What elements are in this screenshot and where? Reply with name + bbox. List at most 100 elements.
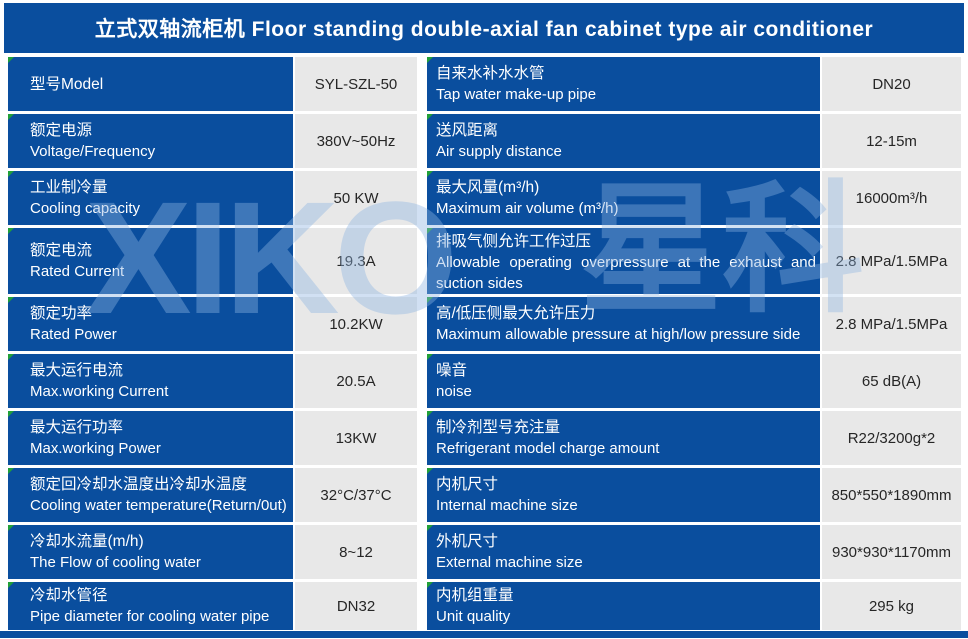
spec-label-zh: 自来水补水水管	[436, 65, 545, 82]
spec-label-cell: 外机尺寸 External machine size	[427, 525, 820, 579]
spec-label-en: Maximum allowable pressure at high/low p…	[436, 326, 801, 343]
table-row: 最大运行功率 Max.working Power 13KW 制冷剂型号充注量 R…	[8, 411, 968, 465]
spec-value: 8~12	[339, 543, 373, 561]
spec-value: 19.3A	[336, 252, 376, 270]
spec-value-cell: 10.2KW	[295, 297, 417, 351]
spec-label-cell: 制冷剂型号充注量 Refrigerant model charge amount	[427, 411, 820, 465]
spec-label-cell: 最大运行功率 Max.working Power	[8, 411, 293, 465]
spec-value: 10.2KW	[329, 315, 383, 333]
spec-value: 2.8 MPa/1.5MPa	[835, 315, 948, 333]
spec-label-cell: 额定电源 Voltage/Frequency	[8, 114, 293, 168]
spec-label-en: Unit quality	[436, 608, 511, 625]
spec-value-cell: 930*930*1170mm	[822, 525, 961, 579]
cell-flag-icon	[8, 468, 14, 474]
spec-label-zh: 排吸气侧允许工作过压	[436, 233, 592, 250]
spec-label-zh: 最大风量(m³/h)	[436, 179, 540, 196]
spec-label-en: Rated Current	[30, 263, 125, 280]
spec-value: 50 KW	[333, 189, 379, 207]
spec-value-cell: 2.8 MPa/1.5MPa	[822, 297, 961, 351]
table-bottom-border	[0, 631, 968, 638]
spec-label-zh: 额定电源	[30, 122, 93, 139]
spec-label-zh: 冷却水管径	[30, 587, 108, 604]
spec-label-cell: 型号Model	[8, 57, 293, 111]
spec-label-en: Air supply distance	[436, 143, 562, 160]
spec-value: 13KW	[335, 429, 377, 447]
spec-value-cell: 50 KW	[295, 171, 417, 225]
spec-value: 850*550*1890mm	[831, 486, 952, 504]
spec-value: DN32	[336, 597, 376, 615]
spec-label-zh: 额定电流	[30, 242, 93, 259]
table-row: 额定功率 Rated Power 10.2KW 高/低压侧最大允许压力 Maxi…	[8, 297, 968, 351]
cell-flag-icon	[427, 171, 433, 177]
spec-label-cell: 自来水补水水管 Tap water make-up pipe	[427, 57, 820, 111]
cell-flag-icon	[8, 228, 14, 234]
cell-flag-icon	[427, 354, 433, 360]
spec-value-cell: 8~12	[295, 525, 417, 579]
spec-value: 12-15m	[866, 132, 917, 150]
spec-value: 20.5A	[336, 372, 376, 390]
cell-flag-icon	[427, 114, 433, 120]
spec-value: SYL-SZL-50	[314, 75, 398, 93]
spec-label-en: Voltage/Frequency	[30, 143, 156, 160]
spec-label-en: Maximum air volume (m³/h)	[436, 200, 619, 217]
spec-label-zh: 冷却水流量(m/h)	[30, 533, 144, 550]
cell-flag-icon	[427, 228, 433, 234]
table-row: 额定电流 Rated Current 19.3A 排吸气侧允许工作过压 Allo…	[8, 228, 968, 294]
spec-label-en: Internal machine size	[436, 497, 578, 514]
spec-label-cell: 工业制冷量 Cooling capacity	[8, 171, 293, 225]
spec-label-cell: 最大运行电流 Max.working Current	[8, 354, 293, 408]
spec-label-cell: 冷却水流量(m/h) The Flow of cooling water	[8, 525, 293, 579]
table-row: 最大运行电流 Max.working Current 20.5A 噪音 nois…	[8, 354, 968, 408]
cell-flag-icon	[427, 582, 433, 588]
table-row: 额定电源 Voltage/Frequency 380V~50Hz 送风距离 Ai…	[8, 114, 968, 168]
spec-label-zh: 制冷剂型号充注量	[436, 419, 561, 436]
spec-value: 930*930*1170mm	[832, 543, 951, 561]
spec-label-cell: 额定电流 Rated Current	[8, 228, 293, 294]
spec-label-zh: 外机尺寸	[436, 533, 499, 550]
cell-flag-icon	[8, 411, 14, 417]
page-title: 立式双轴流柜机 Floor standing double-axial fan …	[4, 3, 964, 53]
spec-value: 295 kg	[868, 597, 915, 615]
spec-value: 380V~50Hz	[316, 132, 396, 150]
spec-label-zh: 高/低压侧最大允许压力	[436, 305, 596, 322]
spec-label-en: Refrigerant model charge amount	[436, 440, 660, 457]
cell-flag-icon	[8, 57, 14, 63]
spec-label-zh: 内机组重量	[436, 587, 514, 604]
cell-flag-icon	[8, 525, 14, 531]
spec-label-cell: 高/低压侧最大允许压力 Maximum allowable pressure a…	[427, 297, 820, 351]
spec-label-cell: 内机尺寸 Internal machine size	[427, 468, 820, 522]
spec-label-cell: 噪音 noise	[427, 354, 820, 408]
spec-label-cell: 内机组重量 Unit quality	[427, 582, 820, 630]
spec-label-en: Tap water make-up pipe	[436, 86, 597, 103]
spec-value-cell: DN32	[295, 582, 417, 630]
spec-label-en: Pipe diameter for cooling water pipe	[30, 608, 270, 625]
spec-value-cell: 65 dB(A)	[822, 354, 961, 408]
spec-value: R22/3200g*2	[847, 429, 936, 447]
spec-label-zh: 最大运行功率	[30, 419, 124, 436]
cell-flag-icon	[8, 354, 14, 360]
spec-value-cell: 19.3A	[295, 228, 417, 294]
spec-label-cell: 排吸气侧允许工作过压 Allowable operating overpress…	[427, 228, 820, 294]
spec-label-en: Cooling capacity	[30, 200, 141, 217]
spec-label-cell: 最大风量(m³/h) Maximum air volume (m³/h)	[427, 171, 820, 225]
table-row: 工业制冷量 Cooling capacity 50 KW 最大风量(m³/h) …	[8, 171, 968, 225]
spec-label-en: Cooling water temperature(Return/0ut)	[30, 497, 287, 514]
cell-flag-icon	[8, 582, 14, 588]
spec-label-cell: 额定回冷却水温度出冷却水温度 Cooling water temperature…	[8, 468, 293, 522]
cell-flag-icon	[427, 468, 433, 474]
spec-table: 型号Model SYL-SZL-50 自来水补水水管 Tap water mak…	[0, 57, 968, 630]
spec-label-en: Max.working Current	[30, 383, 169, 400]
spec-value-cell: 380V~50Hz	[295, 114, 417, 168]
spec-value: 16000m³/h	[855, 189, 928, 207]
cell-flag-icon	[8, 114, 14, 120]
spec-label-en: Allowable operating overpressure at the …	[436, 254, 816, 292]
spec-value-cell: 850*550*1890mm	[822, 468, 961, 522]
cell-flag-icon	[427, 57, 433, 63]
spec-value-cell: 2.8 MPa/1.5MPa	[822, 228, 961, 294]
spec-value-cell: 13KW	[295, 411, 417, 465]
table-row: 额定回冷却水温度出冷却水温度 Cooling water temperature…	[8, 468, 968, 522]
spec-value-cell: 295 kg	[822, 582, 961, 630]
spec-label-cell: 冷却水管径 Pipe diameter for cooling water pi…	[8, 582, 293, 630]
spec-value: 65 dB(A)	[861, 372, 922, 390]
